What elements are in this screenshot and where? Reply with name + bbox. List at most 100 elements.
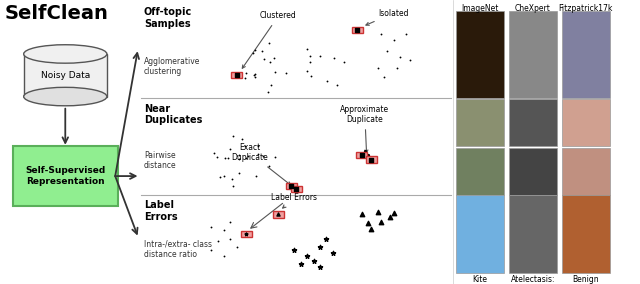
Point — [264, 164, 274, 168]
Text: ImageNet: ImageNet — [461, 4, 499, 13]
Point — [314, 54, 324, 59]
Point — [291, 187, 301, 191]
Point — [372, 66, 383, 70]
Text: Label
Errors: Label Errors — [144, 200, 178, 222]
Point — [214, 175, 225, 179]
Point — [270, 155, 280, 159]
Text: Near
Duplicates: Near Duplicates — [144, 104, 202, 125]
Bar — [562, 195, 610, 273]
Point — [305, 54, 315, 58]
Text: Kite: Kite — [472, 275, 487, 284]
Bar — [562, 148, 610, 195]
Point — [220, 156, 230, 161]
Point — [228, 134, 238, 138]
Bar — [509, 148, 557, 195]
Point — [225, 236, 236, 241]
Point — [286, 184, 296, 188]
Point — [266, 82, 276, 87]
Point — [248, 51, 258, 55]
Bar — [291, 186, 302, 192]
Point — [219, 228, 229, 232]
Bar — [509, 99, 557, 146]
Text: Clustered: Clustered — [243, 11, 297, 68]
Point — [296, 262, 306, 266]
Bar — [562, 99, 610, 146]
Ellipse shape — [24, 87, 107, 106]
Point — [259, 57, 269, 62]
Point — [388, 211, 399, 215]
Bar — [232, 72, 243, 78]
Bar — [285, 183, 297, 189]
Point — [332, 83, 342, 87]
Point — [372, 209, 383, 214]
Point — [250, 47, 260, 52]
Point — [227, 184, 237, 189]
Point — [253, 143, 263, 148]
Text: Agglomerative
clustering: Agglomerative clustering — [144, 57, 200, 76]
Point — [241, 156, 251, 160]
Point — [223, 155, 233, 160]
Point — [263, 89, 273, 94]
Bar — [509, 11, 557, 98]
Point — [352, 28, 362, 32]
Bar — [562, 11, 610, 98]
Text: Atelectasis:
positive: Atelectasis: positive — [511, 275, 555, 284]
Point — [356, 212, 367, 217]
Point — [363, 153, 373, 157]
Point — [301, 69, 312, 74]
Bar — [356, 152, 367, 158]
Point — [257, 49, 267, 53]
Point — [227, 177, 237, 181]
Point — [302, 253, 312, 258]
Text: Noisy Data: Noisy Data — [41, 71, 90, 80]
Point — [250, 72, 260, 76]
Point — [376, 32, 386, 36]
Point — [360, 148, 370, 153]
Point — [269, 70, 280, 74]
Point — [273, 212, 284, 217]
Text: Self-Supervised
Representation: Self-Supervised Representation — [26, 166, 106, 186]
Point — [305, 60, 315, 64]
Point — [315, 265, 325, 269]
Point — [241, 71, 251, 75]
Point — [209, 151, 219, 156]
Point — [238, 233, 248, 238]
Point — [250, 75, 260, 80]
Text: Label Errors: Label Errors — [271, 193, 317, 208]
FancyBboxPatch shape — [13, 146, 118, 206]
Text: CheXpert: CheXpert — [515, 4, 551, 13]
Bar — [509, 195, 557, 273]
Point — [253, 152, 264, 157]
Bar — [352, 27, 363, 33]
Point — [251, 174, 261, 178]
Point — [315, 245, 325, 249]
Bar — [456, 99, 504, 146]
Point — [212, 239, 223, 244]
Point — [248, 73, 259, 78]
Point — [234, 156, 244, 161]
Point — [258, 153, 268, 158]
Point — [385, 215, 396, 220]
Point — [264, 40, 274, 45]
Point — [379, 74, 389, 79]
Point — [356, 153, 367, 157]
Point — [363, 221, 373, 225]
Point — [339, 60, 349, 65]
Text: Off-topic
Samples: Off-topic Samples — [144, 7, 192, 29]
Point — [376, 219, 386, 224]
Point — [206, 248, 216, 252]
Point — [366, 157, 376, 162]
Text: Isolated: Isolated — [366, 9, 409, 25]
Text: SelfClean: SelfClean — [5, 4, 109, 23]
Point — [225, 147, 236, 152]
Point — [323, 79, 333, 83]
Point — [404, 57, 415, 62]
Text: Fitzpatrick17k: Fitzpatrick17k — [559, 4, 613, 13]
Point — [401, 32, 412, 36]
Point — [302, 47, 312, 51]
Bar — [456, 148, 504, 195]
Point — [241, 232, 252, 237]
Text: Pairwise
distance: Pairwise distance — [144, 151, 177, 170]
Text: Approximate
Duplicate: Approximate Duplicate — [340, 105, 389, 153]
Point — [237, 137, 247, 141]
